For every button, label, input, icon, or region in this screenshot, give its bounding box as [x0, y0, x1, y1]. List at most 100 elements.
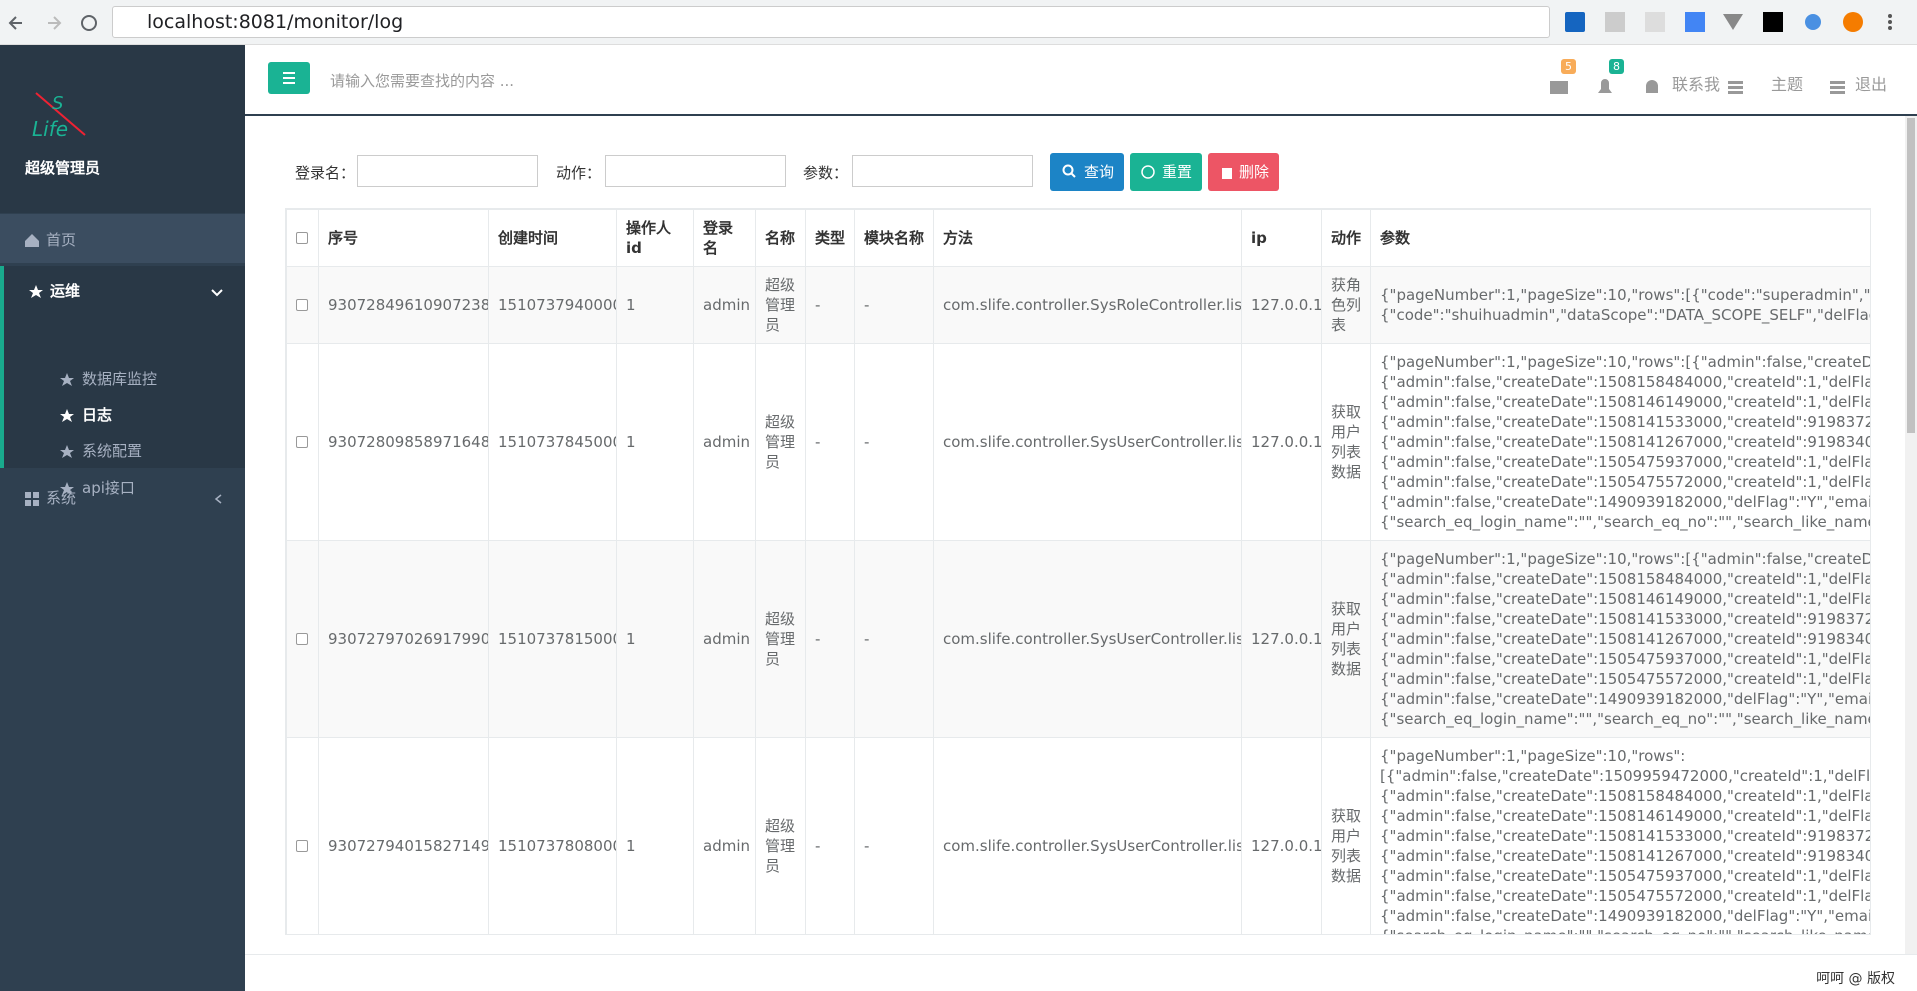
checkbox[interactable] [296, 436, 308, 448]
table-cell: 930727940158271490 [318, 737, 489, 934]
menu-item[interactable]: 运维 [50, 282, 81, 300]
logo-slash [35, 92, 86, 136]
param-line: {"admin":false,"createDate":150814614900… [1380, 590, 1870, 608]
param-line: {"admin":false,"createDate":150547557200… [1380, 473, 1870, 491]
menu-bg [0, 214, 245, 263]
table-cell: 127.0.0.1 [1241, 266, 1322, 344]
param-line: {"search_eq_login_name":"","search_eq_no… [1380, 926, 1870, 934]
table-cell: 超级管理员 [755, 737, 806, 934]
checkbox[interactable] [296, 633, 308, 645]
column-header: 创建时间 [488, 209, 617, 267]
param-line: {"admin":false,"createDate":150814126700… [1380, 847, 1870, 865]
param-line: {"admin":false,"createDate":150814614900… [1380, 393, 1870, 411]
table-cell: 1510737815000 [488, 540, 617, 738]
checkbox-cell[interactable] [286, 343, 319, 541]
table-cell: admin [693, 540, 756, 738]
menu-item[interactable]: 系统 [46, 489, 77, 507]
column-header: 登录名 [693, 209, 756, 267]
table-cell: 超级管理员 [755, 343, 806, 541]
footer: 呵呵 @ 版权 [245, 954, 1917, 991]
table-cell: - [854, 540, 934, 738]
submenu-item[interactable]: api接口 [82, 479, 135, 497]
table-cell: com.slife.controller.SysUserController.l… [933, 343, 1242, 541]
header-link[interactable]: 主题 [1771, 75, 1804, 94]
params-cell: {"pageNumber":1,"pageSize":10,"rows": [{"… [1370, 737, 1871, 934]
param-line: {"pageNumber":1,"pageSize":10,"rows":[{"… [1380, 286, 1871, 304]
param-line: {"admin":false,"createDate":149093918200… [1380, 690, 1871, 708]
query-button[interactable]: 查询 [1050, 153, 1124, 191]
search-input[interactable]: 请输入您需要查找的内容 ... [330, 72, 515, 90]
column-header: 序号 [318, 209, 489, 267]
table-cell: 获取用户列表数据 [1321, 343, 1371, 541]
address-bar[interactable]: localhost:8081/monitor/log [112, 6, 1550, 38]
scrollbar[interactable] [1905, 116, 1917, 954]
submenu-item[interactable]: 数据库监控 [82, 370, 158, 388]
badge: 8 [1609, 59, 1624, 74]
checkbox[interactable] [296, 299, 308, 311]
table-cell: com.slife.controller.SysUserController.l… [933, 540, 1242, 738]
table-cell: admin [693, 737, 756, 934]
user-name: 超级管理员 [25, 159, 101, 177]
button-icons [1062, 164, 1232, 179]
checkbox-cell[interactable] [286, 737, 319, 934]
column-header: 名称 [755, 209, 806, 267]
param-line: {"admin":false,"createDate":150547557200… [1380, 670, 1870, 688]
table-cell: - [854, 737, 934, 934]
submenu-item[interactable]: 日志 [82, 406, 113, 424]
table-cell: 930728098589716482 [318, 343, 489, 541]
extensions [1565, 12, 1892, 32]
table-cell: 1 [616, 343, 694, 541]
checkbox-cell[interactable] [286, 540, 319, 738]
table-cell: 127.0.0.1 [1241, 737, 1322, 934]
table-row: 930728098589716482 1510737845000 1 admin 超级管… [286, 343, 1870, 541]
checkbox-cell[interactable] [286, 209, 319, 267]
sidebar: S Life 超级管理员 首页 运维 系统 数据库监控 日志 系统配置 api接… [0, 45, 245, 991]
menu-item[interactable]: 首页 [46, 231, 77, 249]
filter-label: 动作： [556, 164, 602, 182]
param-line: {"admin":false,"createDate":150814153300… [1380, 827, 1870, 845]
checkbox-cell[interactable] [286, 266, 319, 344]
active-group [0, 266, 245, 468]
delete-button[interactable]: 删除 [1208, 153, 1279, 191]
filter-input[interactable] [605, 155, 786, 187]
table-cell: 获取用户列表数据 [1321, 540, 1371, 738]
badge: 5 [1561, 59, 1576, 74]
filter-input[interactable] [852, 155, 1033, 187]
header-icons [1550, 79, 1845, 94]
table-cell: 930728496109072386 [318, 266, 489, 344]
param-line: {"admin":false,"createDate":149093918200… [1380, 907, 1871, 925]
header-link[interactable]: 退出 [1855, 75, 1888, 94]
checkbox[interactable] [296, 840, 308, 852]
table-cell: 1 [616, 266, 694, 344]
table-cell: - [805, 540, 855, 738]
column-header: 动作 [1321, 209, 1371, 267]
param-line: {"admin":false,"createDate":150547593700… [1380, 453, 1870, 471]
log-table: 序号 创建时间 操作人id 登录名 名称 类型 模块名称 方法 ip 动作 参数 930728496… [285, 208, 1871, 935]
table-cell: 1510737845000 [488, 343, 617, 541]
table-cell: 超级管理员 [755, 540, 806, 738]
table-cell: - [805, 737, 855, 934]
param-line: [{"admin":false,"createDate":15099594720… [1380, 767, 1871, 785]
param-line: {"admin":false,"createDate":150814126700… [1380, 630, 1870, 648]
table-cell: 获角色列表 [1321, 266, 1371, 344]
param-line: {"admin":false,"createDate":150814126700… [1380, 433, 1870, 451]
column-header: 参数 [1370, 209, 1870, 267]
submenu-item[interactable]: 系统配置 [82, 442, 143, 460]
filter-label: 参数： [803, 164, 849, 182]
param-line: {"search_eq_login_name":"","search_eq_no… [1380, 710, 1871, 728]
column-header: 操作人id [616, 209, 694, 267]
filter-input[interactable] [357, 155, 538, 187]
table-cell: - [805, 343, 855, 541]
table-cell: admin [693, 343, 756, 541]
table-cell: 930727970269179906 [318, 540, 489, 738]
param-line: {"admin":false,"createDate":150547593700… [1380, 867, 1870, 885]
table-row: 930728496109072386 1510737940000 1 admin 超级管… [286, 266, 1871, 344]
param-line: {"admin":false,"createDate":150815848400… [1380, 570, 1870, 588]
param-line: {"admin":false,"createDate":150814153300… [1380, 413, 1870, 431]
table-cell: 1510737940000 [488, 266, 617, 344]
nav-buttons[interactable] [8, 10, 98, 36]
menu-toggle[interactable] [268, 62, 310, 94]
header-link[interactable]: 联系我 [1672, 75, 1721, 94]
param-line: {"pageNumber":1,"pageSize":10,"rows":[{"… [1380, 550, 1870, 568]
column-header: 模块名称 [854, 209, 934, 267]
